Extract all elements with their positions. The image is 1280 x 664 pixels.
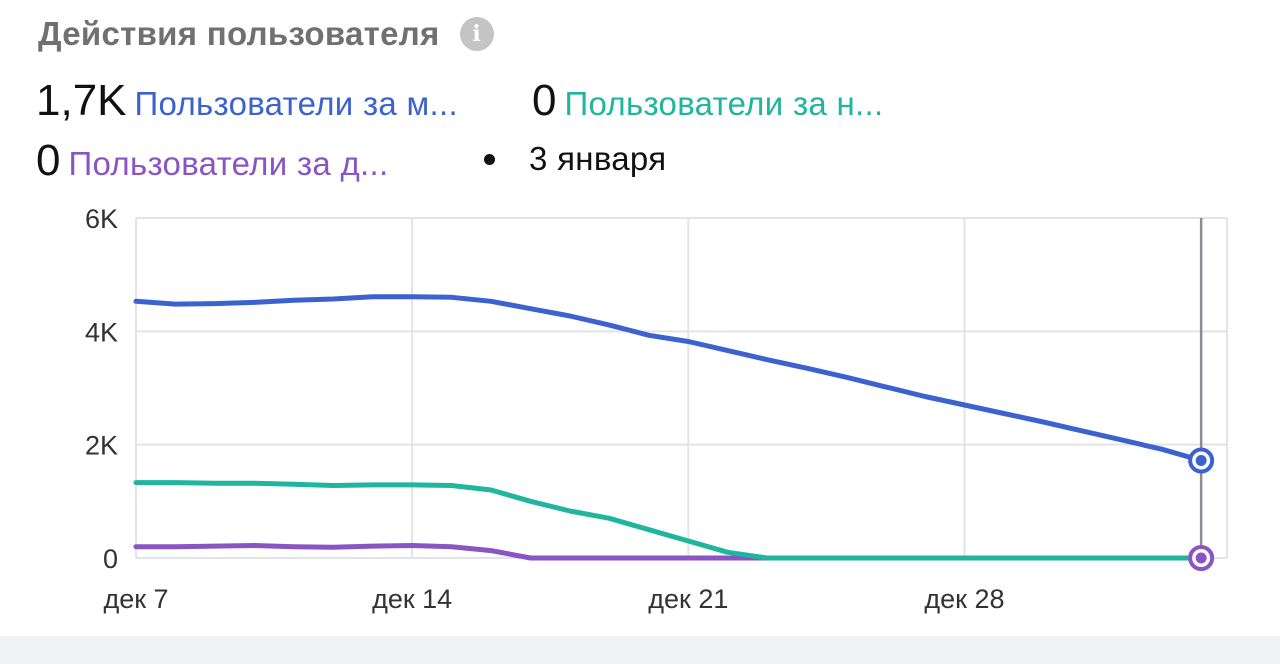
x-tick-label: дек 7 <box>103 584 168 614</box>
chart-grid <box>135 217 1228 559</box>
user-actions-card <box>0 0 1280 636</box>
x-tick-label: дек 14 <box>372 584 452 614</box>
hover-marker-dot-3 <box>1195 552 1207 564</box>
widget-header: Действия пользователя i <box>38 12 494 56</box>
chart-series <box>133 294 1204 561</box>
x-tick-label: дек 21 <box>648 584 728 614</box>
x-tick-label: дек 28 <box>924 584 1004 614</box>
metric-monthly-users[interactable]: 1,7K Пользователи за м... <box>36 76 458 126</box>
hover-markers <box>1188 447 1215 571</box>
card-edge <box>1276 0 1280 190</box>
y-tick-label: 4K <box>85 317 118 347</box>
x-axis-labels: дек 7 дек 14 дек 21 дек 28 <box>103 584 1004 614</box>
y-tick-label: 2K <box>85 431 118 461</box>
bullet-icon <box>484 153 495 165</box>
selected-date: 3 января <box>484 140 666 178</box>
metric-value: 0 <box>532 76 557 125</box>
widget-title: Действия пользователя <box>38 15 440 52</box>
metric-label: Пользователи за м... <box>134 85 458 122</box>
series-line-1 <box>133 294 1204 463</box>
selected-date-text: 3 января <box>529 140 667 177</box>
series-line-2 <box>133 480 1204 561</box>
metric-value: 1,7K <box>36 76 127 125</box>
metric-weekly-users[interactable]: 0 Пользователи за н... <box>532 76 883 126</box>
metric-label: Пользователи за д... <box>68 145 389 182</box>
metric-label: Пользователи за н... <box>564 85 884 122</box>
metric-daily-users[interactable]: 0 Пользователи за д... <box>36 136 388 186</box>
line-chart[interactable]: 6K 4K 2K 0 дек 7 дек 14 дек 21 дек 28 <box>0 190 1280 630</box>
metric-value: 0 <box>36 136 61 185</box>
y-tick-label: 6K <box>85 204 118 234</box>
info-icon[interactable]: i <box>459 17 494 51</box>
y-tick-label: 0 <box>103 544 118 574</box>
y-axis-labels: 6K 4K 2K 0 <box>85 204 118 574</box>
hover-marker-dot-1 <box>1195 455 1207 467</box>
